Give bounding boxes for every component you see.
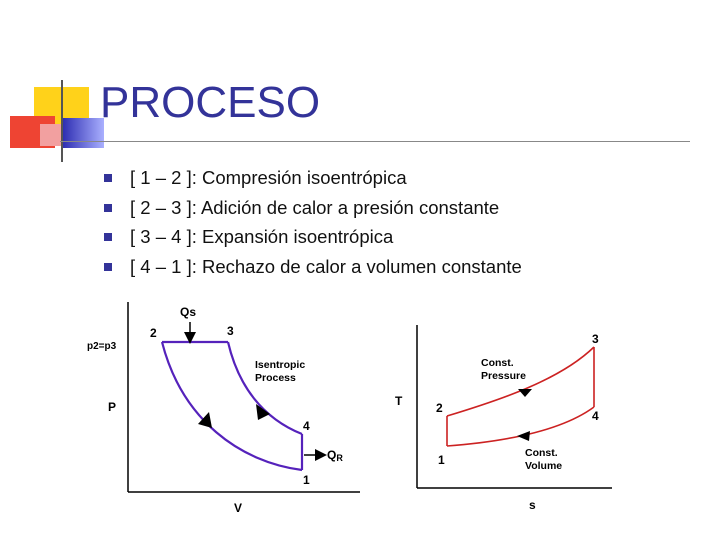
bullet-text: [ 2 – 3 ]: Adición de calor a presión co… <box>130 196 500 218</box>
logo-blue-gradient <box>62 118 104 148</box>
ts-y-label: T <box>395 394 403 408</box>
bullet-text: [ 3 – 4 ]: Expansión isoentrópica <box>130 226 394 247</box>
list-item: [ 4 – 1 ]: Rechazo de calor a volumen co… <box>104 255 522 285</box>
pv-heat-out-label: QR <box>327 448 343 463</box>
bullet-square-icon <box>104 233 112 241</box>
ts-point-3: 3 <box>592 332 599 346</box>
pv-point-4: 4 <box>303 419 310 433</box>
logo-vertical-line <box>61 80 63 162</box>
list-item: [ 2 – 3 ]: Adición de calor a presión co… <box>104 196 522 226</box>
ts-point-2: 2 <box>436 401 443 415</box>
logo-pink-square <box>40 124 62 146</box>
pv-curve-3-4 <box>226 341 303 436</box>
pv-x-label: V <box>234 501 242 515</box>
pv-diagram: Qs 2 3 4 1 p2=p3 P V Isentropic Process … <box>87 302 360 515</box>
bullet-square-icon <box>104 262 112 271</box>
page-title: PROCESO <box>100 78 321 127</box>
list-item: [ 3 – 4 ]: Expansión isoentrópica <box>104 225 522 255</box>
logo-decoration <box>0 0 110 165</box>
ts-pressure-line2: Pressure <box>481 370 526 382</box>
ts-pressure-arrow-icon <box>518 389 532 397</box>
ts-volume-line1: Const. <box>525 447 558 459</box>
ts-point-1: 1 <box>438 453 445 467</box>
pv-point-2: 2 <box>150 326 157 340</box>
pv-point-3: 3 <box>227 324 234 338</box>
pv-compression-arrow-icon <box>198 412 212 428</box>
pv-heat-out-main: Q <box>327 448 336 462</box>
ts-diagram: Const. Pressure Const. Volume 3 4 2 1 T … <box>395 325 612 512</box>
pv-heat-out-sub: R <box>336 453 343 463</box>
ts-point-4: 4 <box>592 409 599 423</box>
bullet-list: [ 1 – 2 ]: Compresión isoentrópica [ 2 –… <box>104 166 522 284</box>
bullet-square-icon <box>104 203 112 212</box>
pv-y-label: P <box>108 400 116 414</box>
pv-annotation-line1: Isentropic <box>255 359 305 371</box>
bullet-text: [ 4 – 1 ]: Rechazo de calor a volumen co… <box>130 255 522 277</box>
ts-volume-arrow-icon <box>517 431 530 441</box>
pv-annotation-line2: Process <box>255 372 296 384</box>
ts-x-label: s <box>529 498 536 512</box>
pv-point-1: 1 <box>303 473 310 487</box>
pv-curve-1-2 <box>160 341 303 472</box>
pv-expansion-arrow-icon <box>256 404 270 420</box>
ts-volume-line2: Volume <box>525 460 562 472</box>
ts-curve-2-3 <box>446 346 595 417</box>
ts-curve-4-1 <box>446 406 595 447</box>
title-divider <box>60 141 690 142</box>
pv-pressure-note: p2=p3 <box>87 341 117 352</box>
ts-pressure-line1: Const. <box>481 357 514 369</box>
pv-heat-in-label: Qs <box>180 305 196 319</box>
bullet-text: [ 1 – 2 ]: Compresión isoentrópica <box>130 167 407 188</box>
bullet-square-icon <box>104 174 112 182</box>
list-item: [ 1 – 2 ]: Compresión isoentrópica <box>104 166 522 196</box>
